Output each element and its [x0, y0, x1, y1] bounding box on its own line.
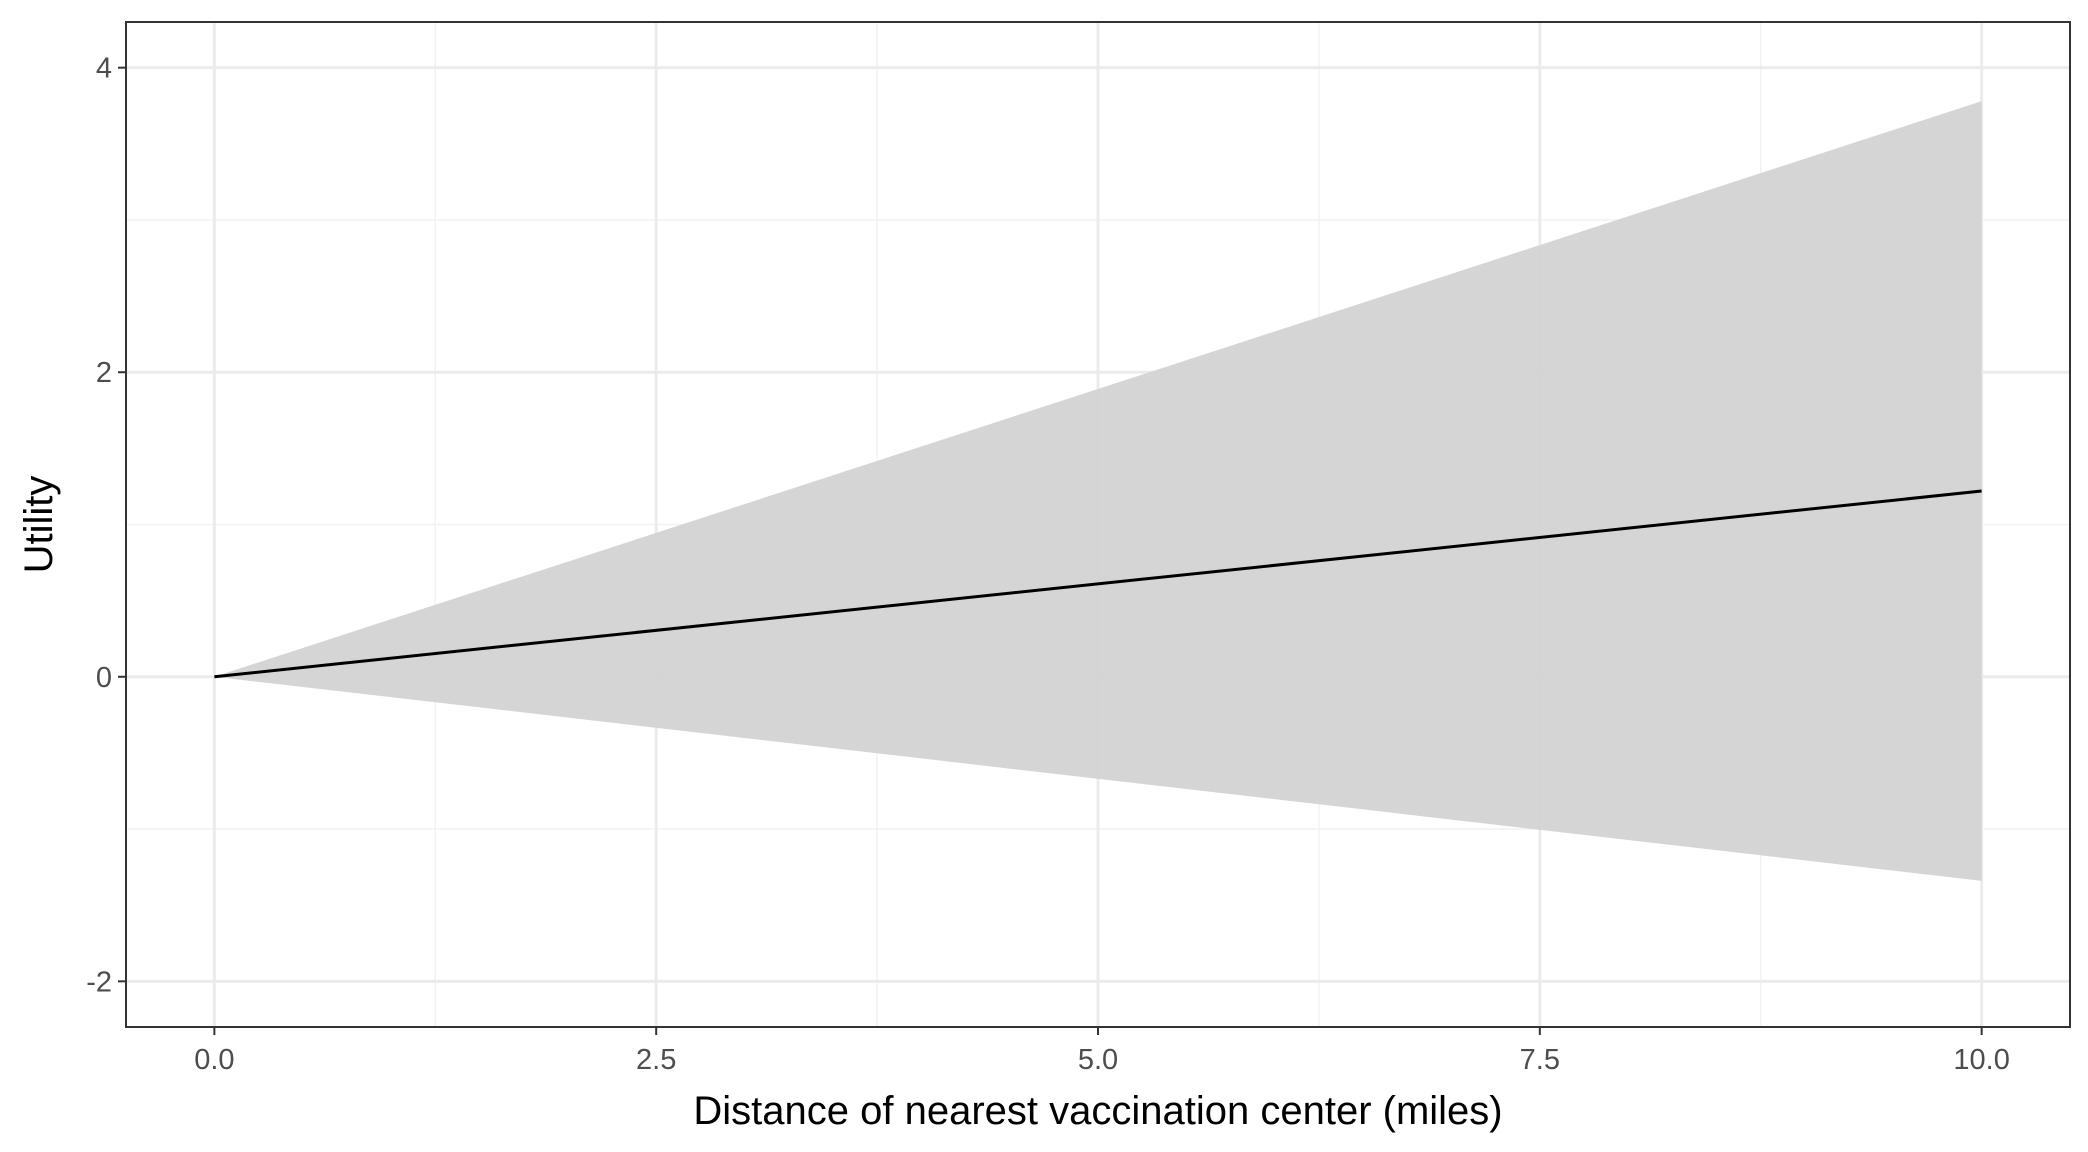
x-tick-label: 7.5: [1520, 1044, 1560, 1076]
confidence-band-area: [214, 101, 1982, 881]
confidence-band: [214, 101, 1982, 881]
y-tick-label: 2: [96, 357, 112, 389]
y-tick-label: 0: [96, 662, 112, 694]
x-tick-label: 5.0: [1078, 1044, 1118, 1076]
x-tick-label: 2.5: [636, 1044, 676, 1076]
y-axis-title: Utility: [17, 476, 61, 574]
x-axis-title: Distance of nearest vaccination center (…: [693, 1089, 1502, 1133]
y-tick-label: -2: [86, 966, 112, 998]
utility-line-path: [214, 489, 1982, 679]
x-tick-label: 10.0: [1953, 1044, 2009, 1076]
x-tick-label: 0.0: [194, 1044, 234, 1076]
y-axis: -2 0 2 4: [86, 53, 126, 998]
utility-line: [214, 489, 1982, 679]
x-axis: 0.0 2.5 5.0 7.5 10.0: [194, 1027, 2010, 1076]
y-tick-label: 4: [96, 53, 112, 85]
